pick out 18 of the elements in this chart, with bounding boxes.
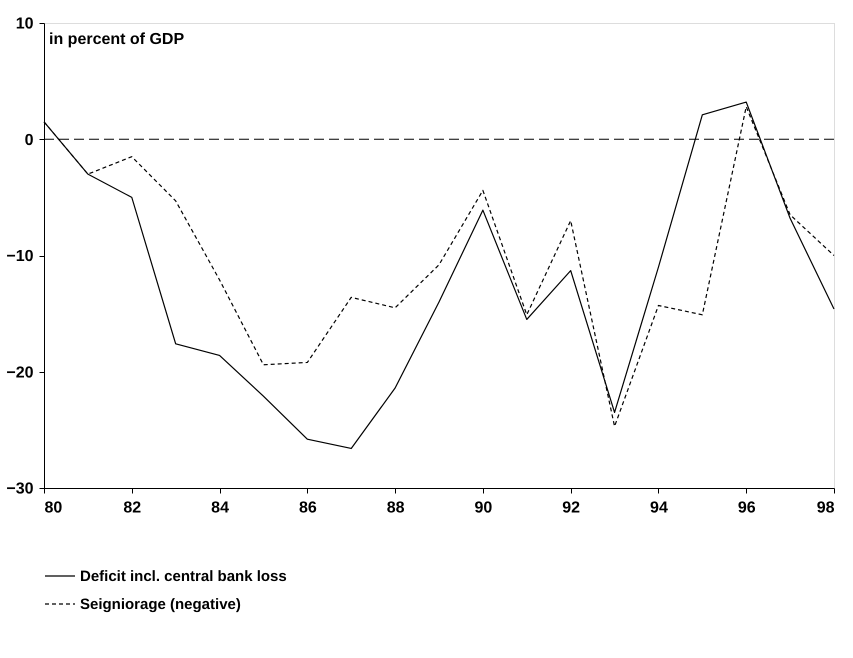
legend-label: Deficit incl. central bank loss: [80, 568, 287, 585]
y-tick-label: −30: [6, 480, 34, 498]
x-tick-label: 88: [386, 500, 405, 516]
y-tick-label: 10: [16, 16, 34, 32]
legend-label: Seigniorage (negative): [80, 596, 241, 613]
x-tick-label: 90: [474, 500, 492, 516]
x-tick-label: 92: [562, 500, 580, 516]
y-tick-label: −20: [6, 364, 34, 382]
y-tick-label: 0: [24, 132, 34, 149]
y-axis-title: in percent of GDP: [49, 31, 184, 48]
x-tick-label: 86: [298, 500, 317, 516]
x-tick-label: 94: [650, 500, 668, 516]
x-tick-label: 96: [738, 500, 756, 516]
x-tick-label: 80: [44, 500, 62, 516]
x-tick-label: 98: [816, 500, 835, 516]
y-tick-label: −10: [6, 248, 34, 265]
x-tick-label: 82: [123, 500, 142, 516]
x-tick-label: 84: [211, 500, 230, 516]
